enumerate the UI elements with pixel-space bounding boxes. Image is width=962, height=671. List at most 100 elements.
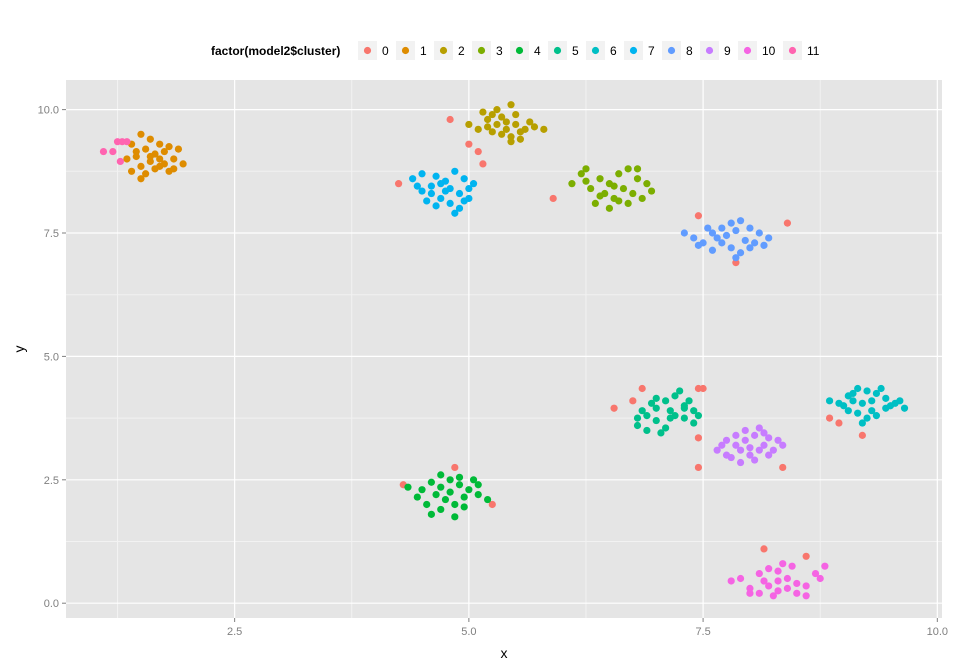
point-cluster-10 [746,589,754,597]
point-cluster-1 [123,155,131,163]
legend-item-3: 3 [472,41,503,60]
point-cluster-8 [751,239,759,247]
point-cluster-9 [751,431,759,439]
point-cluster-9 [746,451,754,459]
point-cluster-4 [469,476,478,484]
point-cluster-2 [507,133,515,141]
point-cluster-10 [774,577,782,585]
point-cluster-6 [863,387,871,395]
x-tick-label: 2.5 [227,626,242,638]
legend-item-2: 2 [434,41,465,60]
point-cluster-1 [142,145,150,153]
point-cluster-4 [446,488,454,496]
point-cluster-4 [437,483,445,491]
point-cluster-2 [484,115,492,124]
data-points [99,101,909,600]
point-cluster-8 [708,246,717,254]
point-cluster-7 [460,175,468,183]
point-cluster-6 [886,402,895,410]
point-cluster-7 [427,182,435,190]
x-axis-title: x [501,645,508,661]
point-cluster-8 [746,244,754,252]
point-cluster-10 [811,569,820,578]
point-cluster-7 [469,180,478,188]
point-cluster-4 [413,493,421,501]
point-cluster-5 [680,414,688,422]
point-cluster-0 [779,463,787,472]
legend-key-point [667,46,676,55]
point-cluster-5 [633,414,642,422]
point-cluster-10 [746,584,754,592]
point-cluster-8 [755,229,763,237]
legend-label: 4 [534,44,541,58]
point-cluster-10 [755,569,763,578]
point-cluster-3 [605,204,614,212]
point-cluster-3 [610,182,618,190]
x-tick-label: 5.0 [461,626,476,638]
point-cluster-1 [146,152,154,161]
point-cluster-0 [446,115,454,124]
point-cluster-2 [526,118,534,126]
legend-key-point [553,46,562,55]
point-cluster-4 [451,513,459,521]
point-cluster-2 [479,108,487,116]
legend-label: 11 [807,44,820,58]
point-cluster-4 [441,495,450,504]
point-cluster-4 [455,481,464,489]
legend-key-point [363,46,372,55]
point-cluster-0 [760,545,768,553]
point-cluster-5 [662,397,670,405]
legend-item-6: 6 [586,41,617,60]
point-cluster-2 [498,130,506,138]
point-cluster-10 [788,562,796,570]
y-tick-label: 0.0 [44,598,59,610]
legend-item-4: 4 [510,41,541,60]
point-cluster-10 [783,574,792,583]
point-cluster-4 [474,481,482,489]
point-cluster-2 [516,128,524,136]
point-cluster-1 [156,140,164,148]
point-cluster-4 [446,476,454,484]
y-axis-ticks: 0.0 2.5 5.0 7.5 10.0 [38,105,66,610]
point-cluster-3 [591,199,599,207]
point-cluster-8 [722,231,731,240]
point-cluster-2 [516,135,524,143]
point-cluster-3 [568,180,576,188]
point-cluster-0 [394,180,403,188]
legend-key-point [629,46,638,55]
legend-key-point [788,46,797,55]
point-cluster-8 [741,236,749,245]
point-cluster-5 [666,407,674,415]
legend-key-point [401,46,410,55]
point-cluster-11 [109,147,117,156]
point-cluster-5 [643,412,651,420]
point-cluster-0 [465,140,473,148]
point-cluster-1 [132,152,140,161]
point-cluster-3 [619,184,628,193]
legend-key-point [515,46,524,55]
point-cluster-0 [825,414,834,422]
point-cluster-10 [793,589,801,597]
legend-label: 0 [382,44,389,58]
point-cluster-6 [849,397,857,405]
legend-item-8: 8 [662,41,693,60]
x-axis-ticks: 2.5 5.0 7.5 10.0 [227,618,948,638]
point-cluster-4 [460,493,468,501]
point-cluster-7 [455,189,464,198]
point-cluster-5 [690,407,698,415]
point-cluster-8 [732,226,740,235]
point-cluster-3 [629,189,637,198]
legend-key-point [743,46,752,55]
point-cluster-5 [694,412,703,420]
legend-title: factor(model2$cluster) [211,44,340,58]
point-cluster-4 [484,495,492,504]
point-cluster-7 [437,194,445,203]
point-cluster-5 [652,394,660,402]
point-cluster-6 [872,389,881,398]
point-cluster-6 [877,384,885,393]
point-cluster-6 [872,412,881,420]
point-cluster-9 [741,426,749,435]
point-cluster-2 [512,110,520,119]
point-cluster-0 [694,434,703,442]
